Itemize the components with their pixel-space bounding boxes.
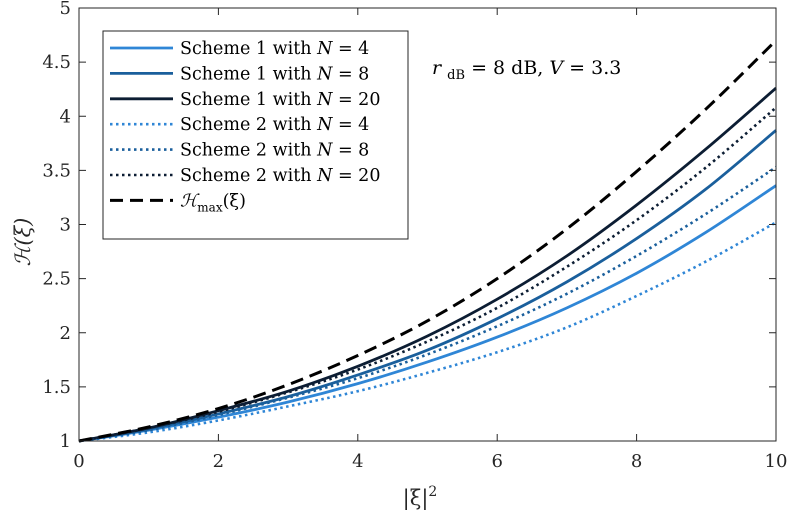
parameter-annotation: r dB = 8 dB, V = 3.3 — [432, 57, 621, 84]
annotation-r-symbol: r — [432, 57, 443, 79]
legend-label-part: = 20 — [332, 166, 380, 186]
legend-label-1: Scheme 1 with N = 4 — [180, 39, 369, 59]
legend-label-part: (ξ) — [223, 191, 246, 211]
y-axis-title: ℋ(ξ) — [11, 218, 35, 267]
y-tick-label: 2 — [60, 323, 71, 344]
legend-label-part: ℋ — [180, 191, 200, 211]
y-tick-label: 2.5 — [42, 269, 71, 290]
legend-label-part: = 8 — [332, 141, 369, 161]
legend-label-part: Scheme 1 with — [180, 64, 317, 84]
legend-label-part: max — [197, 200, 223, 214]
legend-label-part: = 20 — [332, 90, 380, 110]
series-line-2 — [78, 129, 777, 443]
legend-label-6: Scheme 2 with N = 20 — [180, 166, 380, 186]
axes-layer: 0 2 4 6 8 10 1 1.5 2 2.5 3 3.5 4 4.5 5 — [42, 0, 787, 472]
x-tick-label: 10 — [765, 451, 788, 472]
series-layer — [78, 39, 778, 443]
legend-label-part: N — [316, 90, 333, 110]
x-axis-title-superscript: 2 — [428, 484, 437, 500]
x-tick-label: 0 — [73, 451, 84, 472]
legend-label-part: N — [316, 39, 333, 59]
legend-label-part: N — [316, 166, 333, 186]
legend-label-part: Scheme 2 with — [180, 166, 317, 186]
y-tick-label: 4.5 — [42, 52, 71, 73]
annotation-text-1: = 8 dB, — [471, 57, 549, 79]
legend-label-4: Scheme 2 with N = 4 — [180, 115, 369, 135]
x-tick-label: 6 — [491, 451, 502, 472]
y-tick-label: 1.5 — [42, 377, 71, 398]
legend-label-part: Scheme 2 with — [180, 141, 317, 161]
series-line-1 — [78, 184, 777, 443]
legend-label-part: Scheme 2 with — [180, 115, 317, 135]
x-tick-label: 2 — [213, 451, 224, 472]
legend-label-part: N — [316, 64, 333, 84]
legend-label-part: = 4 — [332, 39, 369, 59]
y-tick-label: 3 — [60, 215, 71, 236]
legend-label-part: Scheme 1 with — [180, 90, 317, 110]
series-line-5 — [78, 166, 777, 443]
legend-box — [102, 30, 409, 240]
y-tick-label: 4 — [60, 106, 71, 127]
y-tick-label: 1 — [60, 431, 71, 452]
x-tick-label: 4 — [352, 451, 363, 472]
legend-label-7: ℋmax(ξ) — [180, 191, 246, 214]
legend-label-part: N — [316, 115, 333, 135]
legend-label-5: Scheme 2 with N = 8 — [180, 141, 369, 161]
legend-label-part: Scheme 1 with — [180, 39, 317, 59]
annotation-v-symbol: V — [549, 57, 565, 79]
series-line-4 — [78, 221, 777, 443]
y-tick-label: 5 — [60, 0, 71, 19]
legend-label-part: N — [316, 141, 333, 161]
y-tick-label: 3.5 — [42, 160, 71, 181]
legend-label-part: = 4 — [332, 115, 369, 135]
series-line-6 — [78, 106, 777, 443]
legend-label-2: Scheme 1 with N = 8 — [180, 64, 369, 84]
x-tick-label: 8 — [631, 451, 642, 472]
x-axis-title-base: |ξ| — [403, 486, 429, 511]
x-axis-title: |ξ|2 — [403, 484, 438, 511]
series-line-7 — [78, 39, 778, 443]
x-axis-title-group: |ξ|2 — [403, 484, 438, 511]
annotation-text-2: = 3.3 — [569, 57, 621, 79]
legend-label-3: Scheme 1 with N = 20 — [180, 90, 380, 110]
legend-label-part: = 8 — [332, 64, 369, 84]
annotation-r-subscript: dB — [447, 68, 465, 83]
